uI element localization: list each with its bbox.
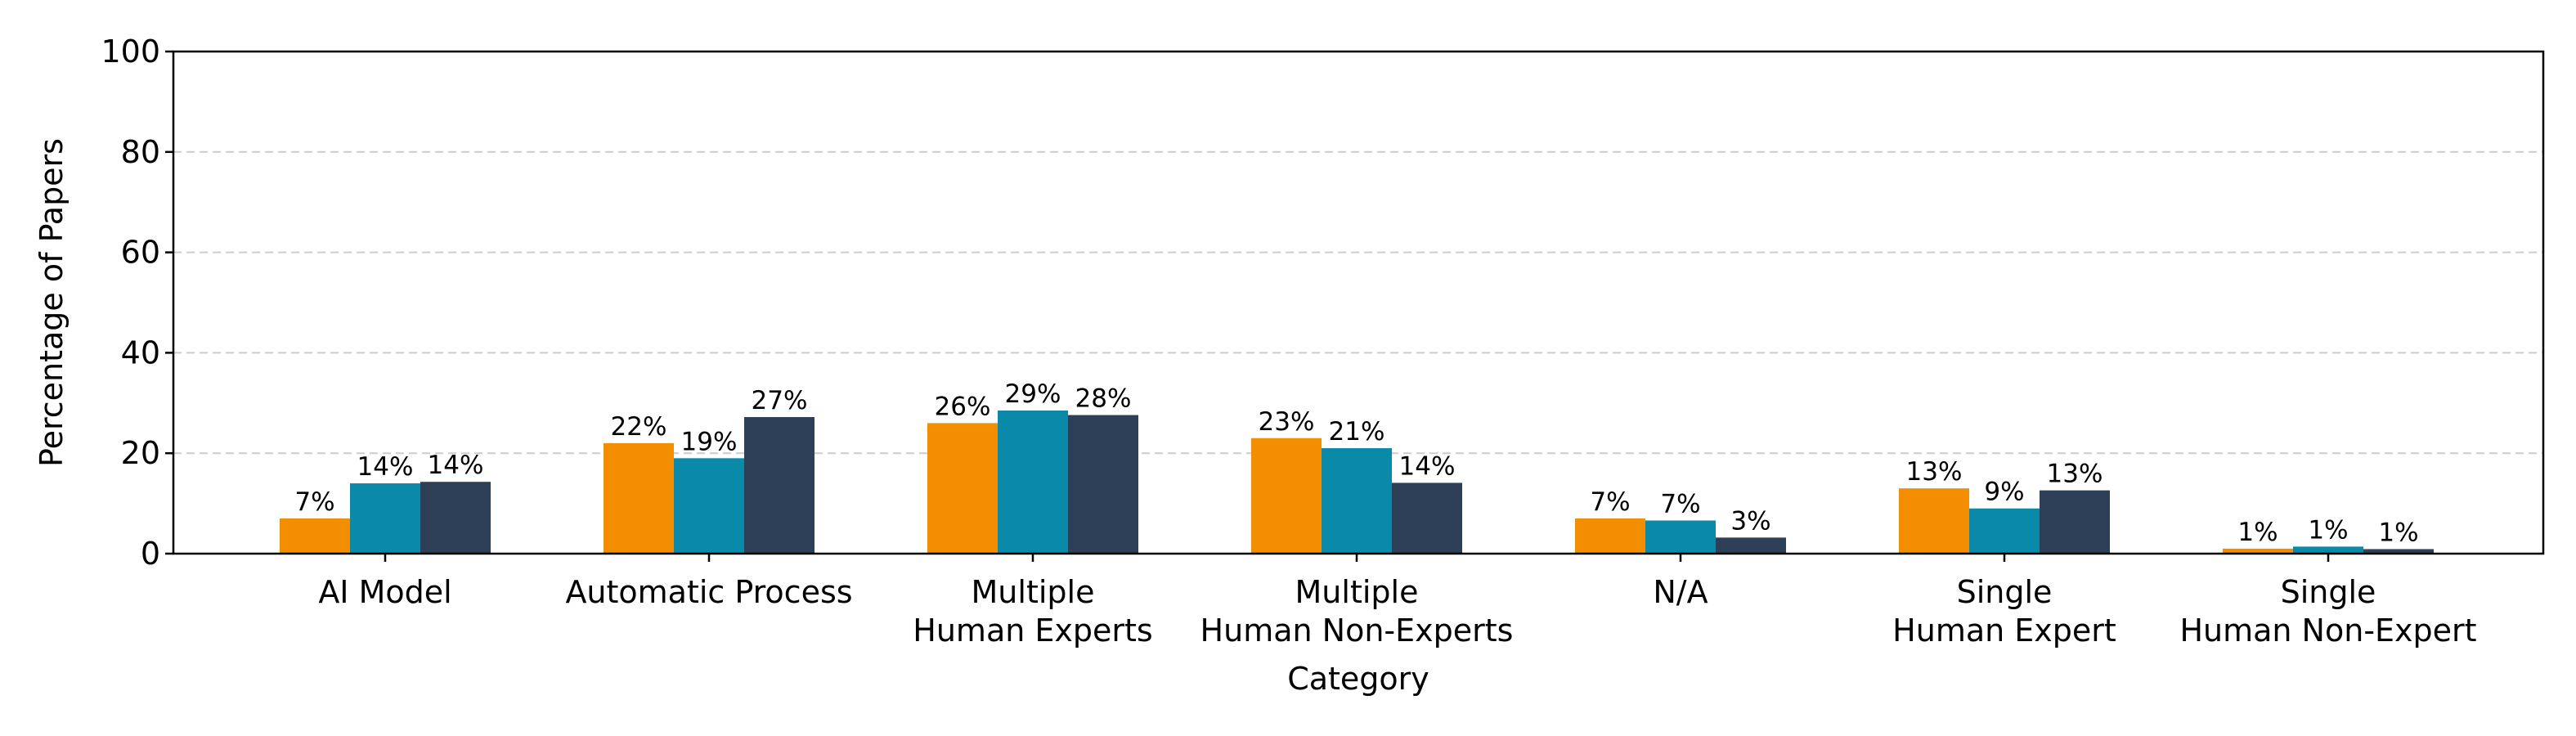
x-tick-label-ai-model: AI Model bbox=[318, 574, 451, 610]
bar-n-a-series-2 bbox=[1645, 520, 1716, 554]
y-tick-label: 80 bbox=[121, 134, 160, 170]
bar-automatic-process-series-3 bbox=[744, 416, 815, 554]
bar-value-label: 14% bbox=[1399, 451, 1456, 481]
bar-ai-model-series-2 bbox=[350, 483, 420, 554]
bar-value-label: 7% bbox=[294, 487, 334, 517]
bar-value-label: 26% bbox=[935, 392, 991, 421]
bar-multiple-human-experts-series-2 bbox=[998, 411, 1068, 554]
data-label-layer: 7% 14% 14% 22% 19% 27% 26% 29% 28% 23% 21% 14% 7% 7% 3… bbox=[294, 379, 2418, 547]
bar-value-label: 22% bbox=[611, 412, 667, 442]
bar-multiple-human-non-experts-series-2 bbox=[1322, 448, 1392, 554]
bar-ai-model-series-3 bbox=[420, 482, 491, 554]
bar-value-label: 23% bbox=[1259, 407, 1315, 437]
bar-value-label: 21% bbox=[1329, 417, 1385, 447]
bar-n-a-series-3 bbox=[1716, 537, 1786, 554]
grid-layer bbox=[173, 150, 2543, 455]
bar-single-human-non-expert-series-1 bbox=[2223, 548, 2293, 554]
bar-multiple-human-non-experts-series-3 bbox=[1392, 482, 1462, 554]
x-tick-label-single-human-expert: Single bbox=[1957, 574, 2053, 610]
bar-value-label: 14% bbox=[357, 452, 414, 482]
y-tick-label: 20 bbox=[121, 435, 160, 471]
y-tick-layer: 0 20 40 60 80 100 bbox=[101, 34, 173, 572]
bar-value-label: 13% bbox=[2047, 460, 2103, 489]
bar-value-label: 1% bbox=[2378, 518, 2418, 547]
bar-single-human-expert-series-1 bbox=[1899, 488, 1969, 554]
bar-n-a-series-1 bbox=[1575, 518, 1645, 554]
x-tick-label-multiple-human-experts: Multiple bbox=[972, 574, 1095, 610]
y-tick-label: 40 bbox=[121, 334, 160, 370]
bar-value-label: 1% bbox=[2308, 515, 2348, 545]
y-tick-label: 100 bbox=[101, 34, 160, 70]
bar-ai-model-series-1 bbox=[280, 518, 350, 554]
x-tick-label-multiple-human-experts: Human Experts bbox=[913, 613, 1152, 648]
bar-value-label: 29% bbox=[1005, 379, 1061, 409]
bar-single-human-non-expert-series-2 bbox=[2293, 546, 2363, 554]
x-tick-label-n-a: N/A bbox=[1653, 574, 1708, 610]
bar-value-label: 3% bbox=[1730, 506, 1770, 536]
x-tick-label-multiple-human-non-experts: Multiple bbox=[1295, 574, 1419, 610]
x-tick-label-automatic-process: Automatic Process bbox=[565, 574, 852, 610]
y-tick-label: 0 bbox=[141, 536, 160, 572]
bar-layer bbox=[280, 411, 2434, 554]
y-axis-title: Percentage of Papers bbox=[34, 138, 70, 467]
y-tick-label: 60 bbox=[121, 235, 160, 271]
bar-single-human-expert-series-3 bbox=[2040, 490, 2110, 554]
bar-multiple-human-experts-series-3 bbox=[1068, 415, 1138, 554]
bar-multiple-human-non-experts-series-1 bbox=[1251, 438, 1322, 554]
bar-value-label: 1% bbox=[2237, 518, 2278, 547]
bar-single-human-non-expert-series-3 bbox=[2363, 549, 2434, 554]
bar-value-label: 7% bbox=[1590, 487, 1630, 517]
bar-value-label: 28% bbox=[1075, 384, 1132, 414]
bar-value-label: 13% bbox=[1906, 457, 1963, 487]
bar-value-label: 19% bbox=[681, 427, 738, 456]
x-tick-label-single-human-non-expert: Human Non-Expert bbox=[2179, 613, 2476, 648]
bar-value-label: 27% bbox=[752, 386, 808, 415]
x-tick-label-single-human-non-expert: Single bbox=[2281, 574, 2376, 610]
bar-value-label: 14% bbox=[428, 451, 484, 480]
bar-value-label: 7% bbox=[1660, 489, 1700, 518]
x-tick-label-single-human-expert: Human Expert bbox=[1892, 613, 2116, 648]
bar-single-human-expert-series-2 bbox=[1969, 508, 2040, 554]
x-axis-title: Category bbox=[1287, 661, 1429, 697]
bar-value-label: 9% bbox=[1984, 478, 2024, 507]
plot-frame bbox=[172, 50, 2545, 555]
x-tick-label-multiple-human-non-experts: Human Non-Experts bbox=[1200, 613, 1514, 648]
bar-automatic-process-series-1 bbox=[604, 442, 674, 554]
bar-automatic-process-series-2 bbox=[674, 458, 744, 554]
bar-multiple-human-experts-series-1 bbox=[927, 423, 998, 554]
